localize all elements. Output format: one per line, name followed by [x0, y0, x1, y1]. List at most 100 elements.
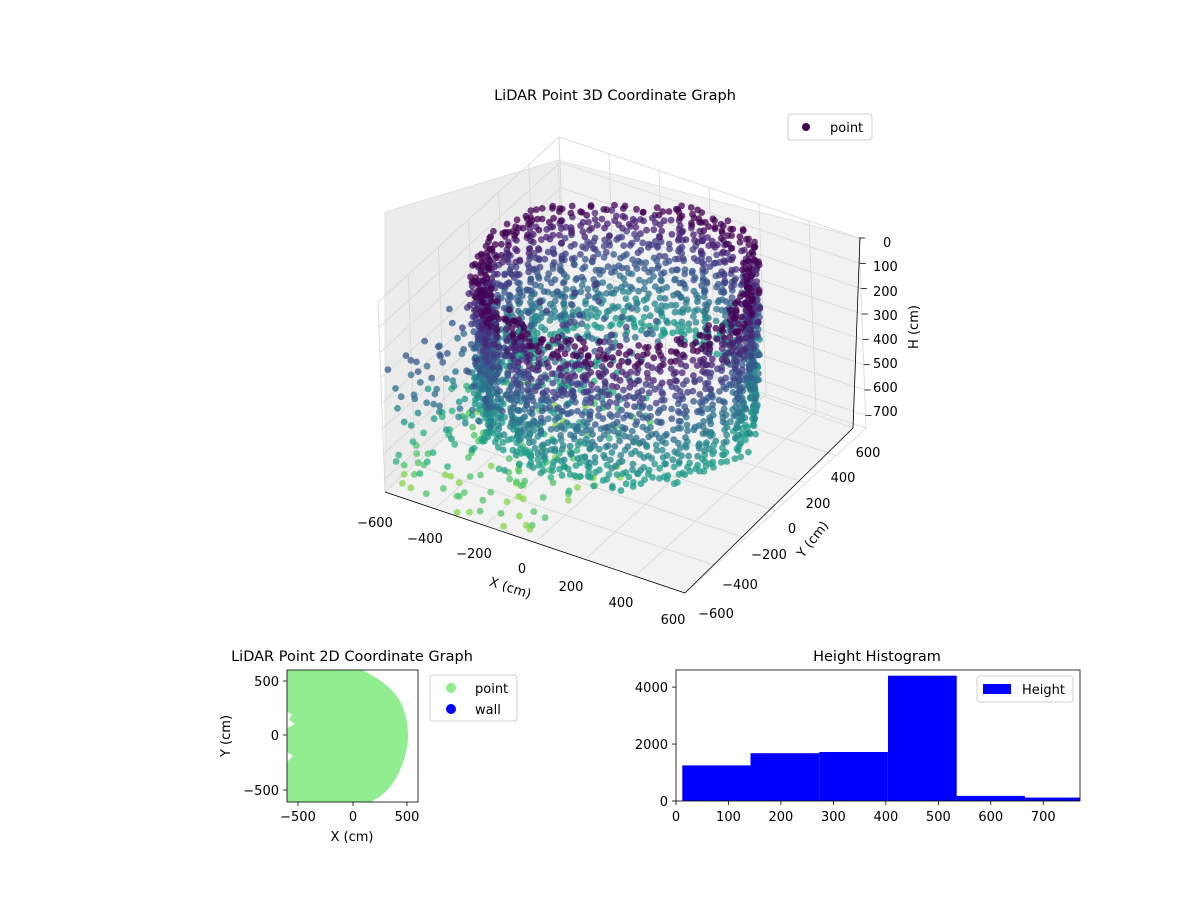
- point-3d: [525, 309, 532, 317]
- grid-line: [379, 187, 861, 353]
- plot3d-ytick: 600: [856, 446, 881, 461]
- point-3d: [455, 413, 462, 421]
- point-3d: [639, 208, 647, 216]
- point-3d: [744, 292, 751, 300]
- histogram-ticks: 0 100 200 300 400 500 600 700 0 2000 4000: [635, 681, 1056, 825]
- point-3d: [577, 288, 585, 296]
- point-3d: [476, 417, 483, 425]
- point-3d: [699, 368, 707, 375]
- point-3d: [448, 435, 455, 443]
- point-3d: [546, 317, 554, 324]
- point-3d: [696, 391, 704, 398]
- point-3d: [490, 350, 498, 358]
- point-3d: [440, 485, 447, 492]
- point-3d: [468, 446, 476, 454]
- point-3d: [469, 423, 476, 431]
- point-3d: [650, 226, 658, 234]
- point-3d: [668, 267, 676, 274]
- point-3d: [662, 302, 670, 310]
- point-3d: [620, 275, 628, 282]
- point-3d: [486, 234, 494, 242]
- point-3d: [524, 261, 532, 268]
- point-3d: [422, 490, 430, 498]
- histogram-bar: [956, 795, 1025, 801]
- point-3d: [510, 376, 518, 383]
- point-3d: [409, 438, 417, 445]
- histogram-xtick: 300: [821, 810, 846, 825]
- point-3d: [604, 263, 612, 270]
- point-3d: [705, 255, 713, 263]
- point-3d: [605, 434, 613, 442]
- point-3d: [638, 404, 646, 411]
- point-3d: [561, 234, 569, 242]
- point-3d: [732, 411, 740, 419]
- point-3d: [656, 252, 663, 260]
- point-3d: [495, 315, 503, 323]
- point-3d: [608, 449, 616, 456]
- point-3d: [581, 233, 589, 241]
- point-3d: [587, 386, 595, 394]
- plot2d-point-cloud: [287, 670, 408, 802]
- point-3d: [650, 377, 657, 384]
- point-3d: [654, 409, 662, 417]
- point-3d: [678, 369, 686, 377]
- plot3d-ytick: 200: [806, 497, 831, 512]
- point-3d: [703, 439, 710, 446]
- point-3d: [721, 426, 728, 434]
- point-3d: [743, 301, 751, 309]
- point-3d: [476, 290, 484, 298]
- point-3d: [720, 451, 727, 459]
- point-3d: [670, 319, 678, 326]
- point-3d: [520, 425, 528, 433]
- point-3d: [543, 387, 551, 394]
- point-3d: [675, 470, 683, 478]
- point-3d: [694, 408, 701, 416]
- point-3d: [555, 365, 563, 373]
- point-3d: [550, 259, 558, 266]
- point-3d: [602, 248, 610, 256]
- point-3d: [745, 241, 753, 249]
- point-3d: [500, 431, 508, 439]
- point-3d: [643, 426, 651, 434]
- point-3d: [690, 255, 698, 262]
- plot2d: LiDAR Point 2D Coordinate Graph −500 0 5…: [219, 649, 518, 845]
- point-3d: [490, 227, 497, 235]
- point-3d: [522, 212, 530, 220]
- point-3d: [596, 338, 604, 345]
- point-3d: [448, 319, 456, 327]
- point-3d: [665, 240, 673, 248]
- point-3d: [532, 206, 540, 214]
- point-3d: [514, 307, 522, 315]
- point-3d: [541, 255, 549, 263]
- point-3d: [705, 298, 713, 306]
- point-3d: [505, 242, 512, 249]
- point-3d: [632, 434, 640, 442]
- point-3d: [690, 372, 697, 379]
- point-3d: [392, 458, 400, 465]
- point-3d: [513, 237, 520, 244]
- point-3d: [651, 460, 659, 468]
- point-3d: [485, 350, 493, 358]
- point-3d: [384, 366, 392, 373]
- point-3d: [525, 287, 533, 294]
- point-3d: [527, 293, 535, 301]
- point-3d: [468, 278, 476, 286]
- point-3d: [696, 467, 703, 475]
- point-3d: [681, 403, 689, 411]
- point-3d: [482, 271, 489, 279]
- point-3d: [721, 399, 728, 406]
- point-3d: [658, 396, 666, 404]
- point-3d: [556, 208, 563, 216]
- point-3d: [708, 355, 716, 363]
- point-3d: [747, 352, 754, 360]
- point-3d: [658, 446, 666, 454]
- point-3d: [515, 327, 523, 335]
- point-3d: [625, 473, 633, 481]
- point-3d: [636, 439, 644, 447]
- point-3d: [433, 385, 441, 393]
- point-3d: [731, 455, 739, 463]
- point-3d: [410, 470, 418, 478]
- point-3d: [500, 304, 508, 312]
- point-3d: [528, 302, 536, 310]
- point-3d: [567, 313, 575, 321]
